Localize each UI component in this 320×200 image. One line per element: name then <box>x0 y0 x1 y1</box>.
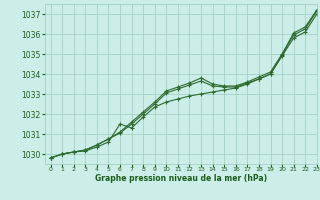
X-axis label: Graphe pression niveau de la mer (hPa): Graphe pression niveau de la mer (hPa) <box>95 174 267 183</box>
